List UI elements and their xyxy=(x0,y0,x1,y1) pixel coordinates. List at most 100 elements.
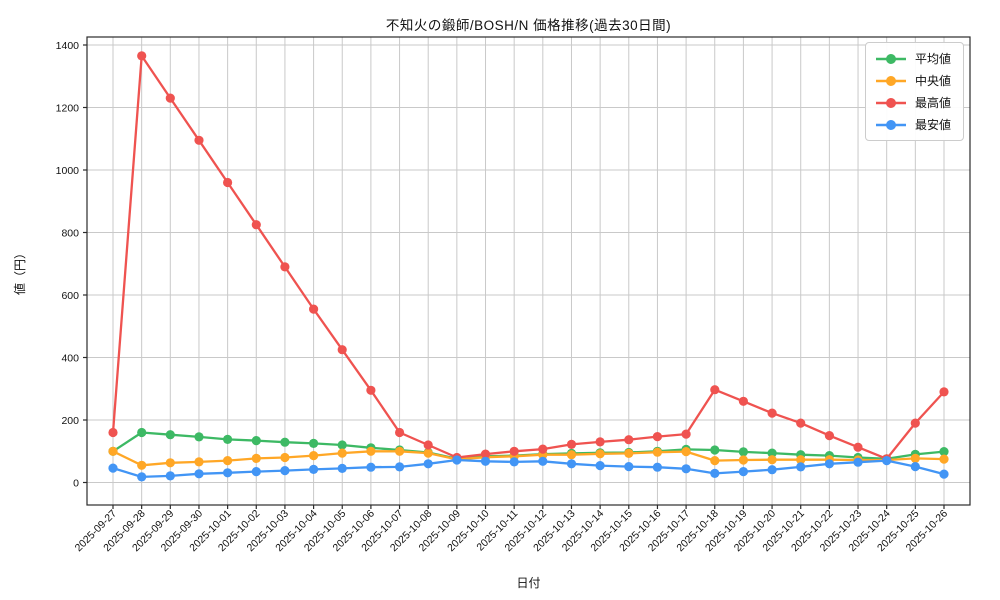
legend-label-average: 平均値 xyxy=(914,52,951,66)
data-point-median xyxy=(624,448,634,458)
data-point-min xyxy=(223,468,233,478)
y-tick-label: 200 xyxy=(61,415,79,427)
data-point-min xyxy=(882,456,892,466)
data-point-max xyxy=(824,431,835,441)
data-point-median xyxy=(767,455,777,465)
data-point-median xyxy=(165,458,175,468)
data-point-min xyxy=(337,463,347,473)
series-lines xyxy=(108,51,949,482)
data-point-min xyxy=(538,456,548,466)
data-point-median xyxy=(194,457,204,467)
data-point-max xyxy=(194,135,204,145)
data-point-average xyxy=(251,436,261,446)
data-point-max xyxy=(337,345,347,355)
data-point-min xyxy=(165,471,175,481)
y-tick-label: 1000 xyxy=(56,165,80,177)
data-point-average xyxy=(194,432,204,442)
data-point-average xyxy=(738,447,749,457)
data-point-max xyxy=(566,439,577,449)
legend-dot-min xyxy=(885,119,896,130)
series-median xyxy=(108,446,949,470)
y-tick-label: 1200 xyxy=(56,102,80,114)
data-point-min xyxy=(309,464,319,474)
data-point-max xyxy=(710,385,720,395)
data-point-max xyxy=(910,418,920,428)
data-point-min xyxy=(366,462,376,472)
legend-marker-median xyxy=(875,75,906,86)
data-point-median xyxy=(595,449,605,459)
data-point-min xyxy=(251,467,261,477)
data-point-average xyxy=(309,438,319,448)
data-point-median xyxy=(280,452,290,463)
data-point-min xyxy=(767,465,777,475)
data-point-min xyxy=(652,462,663,472)
data-point-min xyxy=(194,469,204,479)
y-axis-label: 値（円） xyxy=(12,247,27,295)
data-point-min xyxy=(681,464,691,474)
data-point-min xyxy=(710,468,720,478)
data-point-min xyxy=(480,456,491,466)
data-point-min xyxy=(939,469,949,479)
series-line-median xyxy=(111,450,946,467)
data-point-median xyxy=(423,448,433,458)
y-tick-labels: 0 200 400 600 800 1000 1200 1400 xyxy=(56,40,80,489)
legend-dot-median xyxy=(885,75,896,86)
series-max xyxy=(108,51,949,464)
data-point-min xyxy=(796,462,806,472)
data-point-max xyxy=(108,427,118,438)
data-point-median xyxy=(366,446,376,456)
data-point-min xyxy=(595,461,605,471)
data-point-min xyxy=(824,459,835,469)
data-point-max xyxy=(853,442,863,452)
series-line-min xyxy=(111,458,946,479)
data-point-min xyxy=(910,462,920,472)
data-point-average xyxy=(939,447,949,457)
gridlines xyxy=(87,37,970,505)
data-point-average xyxy=(137,427,147,438)
data-point-max xyxy=(624,435,634,445)
data-point-max xyxy=(509,446,519,456)
legend-marker-average xyxy=(875,53,906,64)
legend-item-min: 最安値 xyxy=(875,116,951,133)
data-point-average xyxy=(710,445,720,455)
data-point-median xyxy=(337,448,347,458)
data-point-min xyxy=(624,462,634,472)
series-min xyxy=(108,455,949,482)
data-point-max xyxy=(423,440,433,450)
legend-item-average: 平均値 xyxy=(875,50,951,67)
y-tick-label: 600 xyxy=(61,290,79,302)
series-line-max xyxy=(111,54,946,460)
data-point-max xyxy=(480,449,491,459)
data-point-max xyxy=(280,262,290,272)
data-point-average xyxy=(767,448,777,458)
data-point-average xyxy=(165,430,175,440)
data-point-max xyxy=(652,432,663,442)
data-point-average xyxy=(223,434,233,444)
data-point-average xyxy=(280,437,290,447)
legend-dot-average xyxy=(885,53,896,64)
axis-ticks xyxy=(83,44,945,509)
data-point-median xyxy=(566,450,577,460)
data-point-max xyxy=(939,387,949,397)
y-tick-label: 0 xyxy=(73,477,79,489)
y-tick-label: 400 xyxy=(61,352,79,364)
data-point-median xyxy=(939,454,949,464)
legend-marker-min xyxy=(875,119,906,130)
data-point-max xyxy=(223,177,233,188)
data-point-median xyxy=(738,455,749,465)
data-point-min xyxy=(738,467,749,477)
legend-marker-max xyxy=(875,97,906,108)
data-point-median xyxy=(108,446,118,456)
plot-frame xyxy=(86,36,971,506)
data-point-max xyxy=(165,93,175,103)
chart-title: 不知火の鍛師/BOSH/N 価格推移(過去30日間) xyxy=(385,18,672,33)
legend-item-median: 中央値 xyxy=(875,72,951,89)
x-axis-label: 日付 xyxy=(516,576,541,590)
data-point-median xyxy=(223,456,233,466)
legend: 平均値 中央値 最高値 最安値 xyxy=(864,42,964,141)
data-point-min xyxy=(509,457,519,467)
data-point-max xyxy=(395,427,405,438)
data-point-max xyxy=(796,418,806,428)
data-point-max xyxy=(366,385,376,395)
